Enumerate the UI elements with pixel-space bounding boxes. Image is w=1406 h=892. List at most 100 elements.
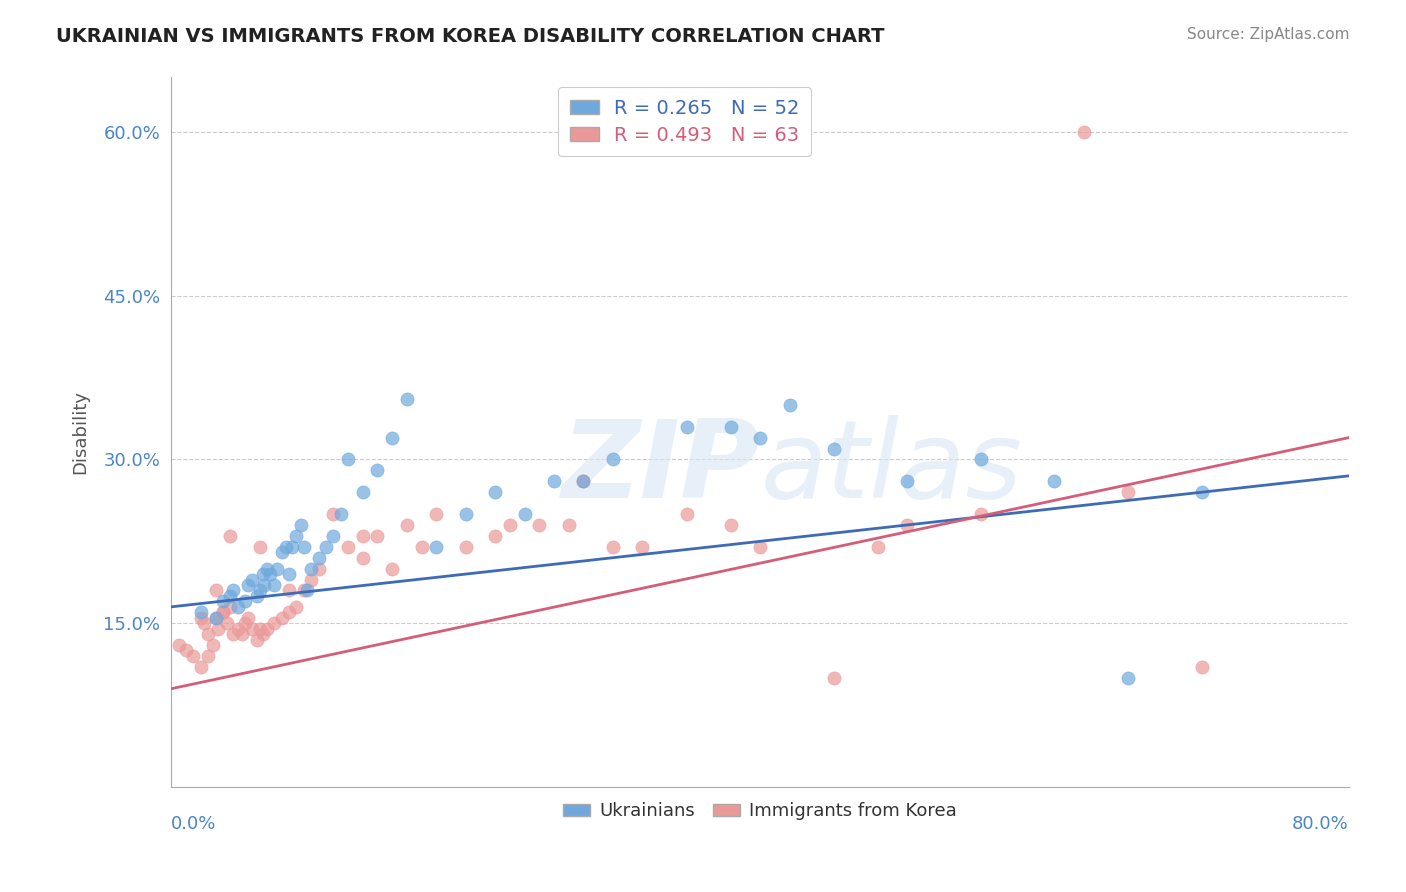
Point [315,540,337,554]
Point [222,627,245,641]
Point [866,540,889,554]
Point [329,507,352,521]
Text: 0.0%: 0.0% [172,815,217,833]
Text: atlas: atlas [761,415,1022,520]
Point [543,475,565,489]
Point [299,573,322,587]
Point [270,611,292,625]
Point [212,605,235,619]
Point [602,452,624,467]
Point [411,540,433,554]
Point [226,599,249,614]
Point [425,540,447,554]
Point [174,643,197,657]
Point [381,431,404,445]
Point [720,518,742,533]
Point [240,573,263,587]
Point [236,611,259,625]
Point [352,550,374,565]
Point [454,540,477,554]
Point [190,660,212,674]
Point [266,561,288,575]
Point [1116,671,1139,685]
Point [823,442,845,456]
Point [281,540,304,554]
Point [278,567,301,582]
Point [295,583,318,598]
Point [201,638,224,652]
Point [366,463,388,477]
Point [558,518,581,533]
Point [231,627,253,641]
Point [366,529,388,543]
Point [256,622,278,636]
Point [675,419,697,434]
Point [246,632,269,647]
Point [572,475,595,489]
Point [290,518,312,533]
Point [256,561,278,575]
Point [602,540,624,554]
Text: Source: ZipAtlas.com: Source: ZipAtlas.com [1187,27,1350,42]
Point [425,507,447,521]
Point [484,529,506,543]
Point [219,589,242,603]
Text: ZIP: ZIP [562,415,761,521]
Point [285,529,308,543]
Point [240,622,263,636]
Point [252,567,274,582]
Text: 80.0%: 80.0% [1292,815,1348,833]
Point [1043,475,1066,489]
Point [193,616,215,631]
Point [308,550,330,565]
Point [529,518,551,533]
Point [381,561,404,575]
Point [285,599,308,614]
Point [236,578,259,592]
Point [207,622,229,636]
Point [197,627,219,641]
Point [675,507,697,521]
Point [167,638,190,652]
Point [322,507,344,521]
Point [249,622,271,636]
Point [1191,485,1213,500]
Point [249,583,271,598]
Point [572,475,595,489]
Point [204,583,226,598]
Point [217,616,239,631]
Point [278,583,301,598]
Point [190,605,212,619]
Point [249,540,271,554]
Point [896,518,918,533]
Point [720,419,742,434]
Point [631,540,654,554]
Point [219,529,242,543]
Point [233,594,256,608]
Point [823,671,845,685]
Point [190,611,212,625]
Point [1116,485,1139,500]
Point [259,567,281,582]
Point [222,583,245,598]
Point [263,578,285,592]
Point [779,398,801,412]
Point [308,561,330,575]
Point [299,561,322,575]
Point [212,605,235,619]
Point [322,529,344,543]
Point [336,452,359,467]
Point [395,392,418,407]
Point [212,594,235,608]
Point [233,616,256,631]
Point [204,611,226,625]
Point [246,589,269,603]
Point [896,475,918,489]
Point [183,648,205,663]
Point [749,540,772,554]
Point [278,605,301,619]
Legend: Ukrainians, Immigrants from Korea: Ukrainians, Immigrants from Korea [555,795,965,828]
Point [352,529,374,543]
Point [352,485,374,500]
Point [1073,125,1095,139]
